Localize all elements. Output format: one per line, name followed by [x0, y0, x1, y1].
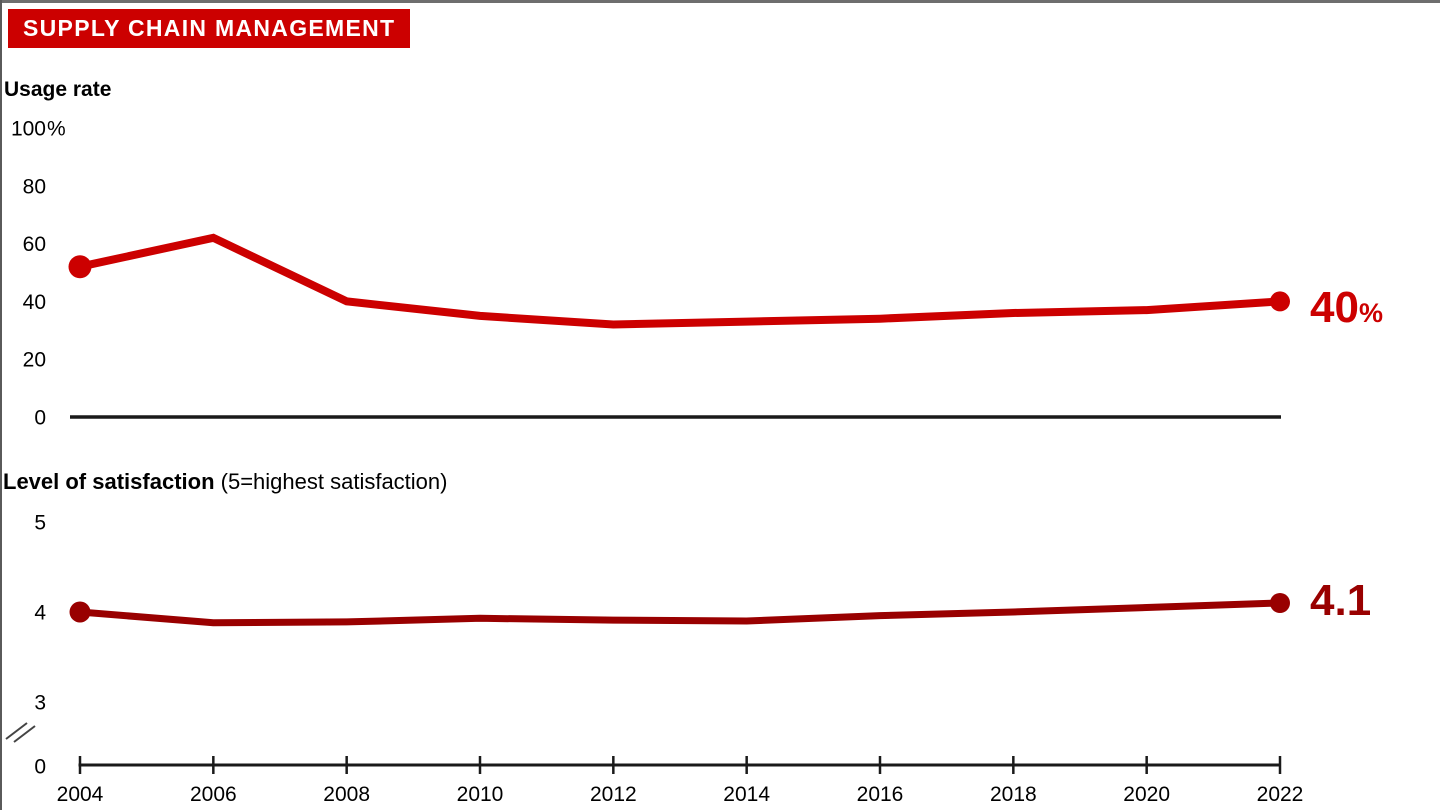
usage-ytick-label: 60 [23, 233, 46, 256]
x-axis-tick-label: 2016 [857, 783, 904, 806]
usage-end-value-label: 40% [1310, 283, 1383, 333]
satisfaction-ytick-label: 0 [34, 756, 46, 779]
chart-title: SUPPLY CHAIN MANAGEMENT [23, 15, 396, 41]
usage-ytick-label: 100 [11, 118, 46, 141]
satisfaction-end-dot [1270, 593, 1290, 613]
usage-end-value: 40 [1310, 283, 1359, 332]
satisfaction-heading-bold: Level of satisfaction [3, 469, 215, 494]
satisfaction-ytick-label: 4 [34, 602, 46, 625]
satisfaction-heading-note: (5=highest satisfaction) [220, 469, 448, 494]
x-axis-tick-label: 2020 [1123, 783, 1170, 806]
window-border-left [0, 0, 2, 810]
x-axis-tick-label: 2022 [1257, 783, 1304, 806]
x-axis-tick-label: 2012 [590, 783, 637, 806]
satisfaction-start-dot [69, 601, 91, 623]
x-axis-tick-label: 2006 [190, 783, 237, 806]
x-axis-tick-label: 2008 [323, 783, 370, 806]
x-axis-tick-label: 2018 [990, 783, 1037, 806]
satisfaction-ytick-label: 3 [34, 692, 46, 715]
usage-line [79, 233, 1281, 329]
usage-ytick-label: 40 [23, 291, 46, 314]
usage-ytick-label: 0 [34, 407, 46, 430]
usage-ytick-label: 20 [23, 349, 46, 372]
satisfaction-chart-heading: Level of satisfaction (5=highest satisfa… [3, 469, 447, 495]
chart-title-banner: SUPPLY CHAIN MANAGEMENT [8, 9, 411, 48]
x-axis-tick-label: 2010 [457, 783, 504, 806]
usage-ytick-percent: % [47, 118, 66, 141]
x-axis-tick-label: 2014 [723, 783, 770, 806]
window-border-top [0, 0, 1440, 3]
usage-start-dot [68, 255, 92, 279]
usage-end-unit: % [1358, 298, 1383, 328]
axis-break-icon [5, 722, 28, 740]
usage-end-dot [1270, 291, 1290, 312]
usage-chart-heading: Usage rate [4, 78, 112, 101]
usage-ytick-label: 80 [23, 175, 46, 198]
axis-break-icon [13, 725, 36, 743]
satisfaction-line [79, 599, 1281, 627]
satisfaction-end-value-label: 4.1 [1310, 576, 1372, 625]
satisfaction-ytick-label: 5 [34, 512, 46, 535]
x-axis-tick-label: 2004 [57, 783, 104, 806]
